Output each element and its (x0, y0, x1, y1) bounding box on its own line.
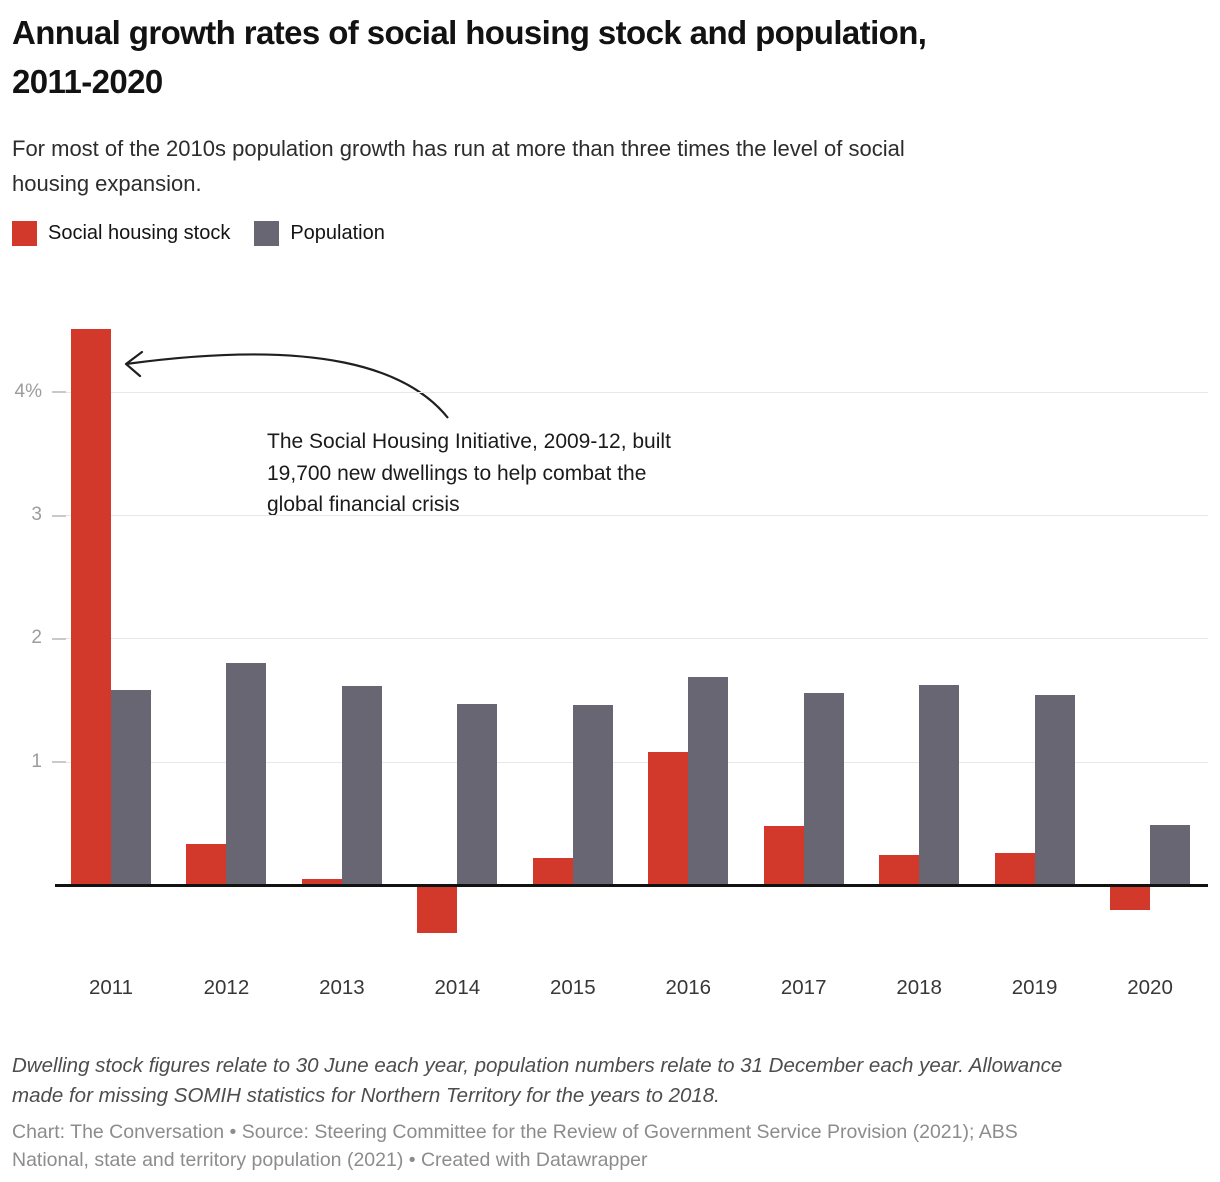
bar-population-2013[interactable] (341, 686, 382, 885)
gridline-4 (66, 391, 1208, 393)
legend-item-population: Population (254, 221, 385, 246)
footnote-line2: made for missing SOMIH statistics for No… (12, 1083, 720, 1107)
bar-population-2016[interactable] (688, 676, 729, 885)
annotation-line1: The Social Housing Initiative, 2009-12, … (267, 430, 671, 453)
x-axis-label-2015: 2015 (549, 976, 596, 999)
y-axis-label-3: 3 (31, 504, 42, 526)
y-axis-tick-1 (52, 761, 66, 764)
legend-swatch-population (254, 221, 280, 246)
bar-population-2014[interactable] (457, 703, 498, 885)
bar-population-2011[interactable] (111, 690, 151, 885)
bar-population-2020[interactable] (1150, 824, 1191, 885)
y-axis-tick-3 (52, 514, 66, 517)
annotation-arrow (124, 350, 449, 419)
x-axis-baseline (55, 884, 1208, 887)
credit-line2: National, state and territory population… (12, 1148, 648, 1171)
bar-population-2012[interactable] (226, 663, 267, 885)
annotation-line3: global financial crisis (267, 493, 460, 516)
page-title-line2: 2011-2020 (12, 63, 163, 100)
gridline-1 (66, 761, 1208, 763)
bar-social-housing-2020[interactable] (1110, 887, 1151, 911)
gridline-3 (66, 515, 1208, 517)
x-axis-label-2019: 2019 (1011, 976, 1058, 999)
bar-social-housing-2019[interactable] (994, 852, 1035, 885)
legend-label-social-housing: Social housing stock (48, 222, 231, 244)
bar-population-2018[interactable] (919, 685, 960, 885)
footnote-line1: Dwelling stock figures relate to 30 June… (12, 1054, 1063, 1077)
page-title: Annual growth rates of social housing st… (12, 8, 927, 106)
bar-social-housing-2018[interactable] (879, 855, 920, 885)
bar-social-housing-2016[interactable] (648, 751, 689, 885)
y-axis-label-4: 4% (14, 380, 42, 402)
bar-social-housing-2011[interactable] (71, 328, 111, 885)
page-subtitle-line1: For most of the 2010s population growth … (12, 136, 905, 161)
bar-population-2015[interactable] (572, 704, 613, 885)
chart-footnote: Dwelling stock figures relate to 30 June… (12, 1051, 1062, 1110)
x-axis-label-2012: 2012 (203, 976, 250, 999)
x-axis-label-2011: 2011 (88, 976, 134, 999)
credit-line1: Chart: The Conversation • Source: Steeri… (12, 1121, 1018, 1143)
x-axis-label-2017: 2017 (780, 976, 827, 999)
x-axis-label-2014: 2014 (434, 976, 481, 999)
page-subtitle: For most of the 2010s population growth … (12, 131, 905, 201)
page-title-line1: Annual growth rates of social housing st… (12, 14, 927, 51)
legend-label-population: Population (290, 222, 385, 244)
chart-annotation: The Social Housing Initiative, 2009-12, … (267, 426, 671, 521)
x-axis-label-2018: 2018 (896, 976, 942, 999)
bar-population-2017[interactable] (803, 692, 844, 885)
y-axis-label-2: 2 (31, 627, 42, 649)
chart-credit: Chart: The Conversation • Source: Steeri… (12, 1119, 1018, 1174)
legend-item-social-housing: Social housing stock (12, 221, 230, 246)
y-axis-tick-4 (52, 391, 66, 394)
legend-swatch-social-housing (12, 221, 37, 246)
bar-chart-plot-area: The Social Housing Initiative, 2009-12, … (0, 300, 1220, 1012)
bar-population-2019[interactable] (1034, 695, 1075, 885)
x-axis-label-2016: 2016 (665, 976, 712, 999)
bar-social-housing-2017[interactable] (763, 825, 804, 885)
bar-social-housing-2015[interactable] (532, 857, 573, 885)
annotation-line2: 19,700 new dwellings to help combat the (267, 461, 647, 485)
bar-social-housing-2013[interactable] (301, 878, 342, 885)
bar-social-housing-2014[interactable] (417, 887, 458, 933)
x-axis-label-2020: 2020 (1127, 976, 1173, 999)
bar-social-housing-2012[interactable] (186, 844, 227, 885)
page-subtitle-line2: housing expansion. (12, 171, 202, 196)
x-axis-label-2013: 2013 (319, 976, 365, 999)
y-axis-tick-2 (52, 637, 66, 640)
chart-legend: Social housing stock Population (12, 221, 409, 246)
y-axis-label-1: 1 (31, 750, 42, 772)
gridline-2 (66, 638, 1208, 640)
